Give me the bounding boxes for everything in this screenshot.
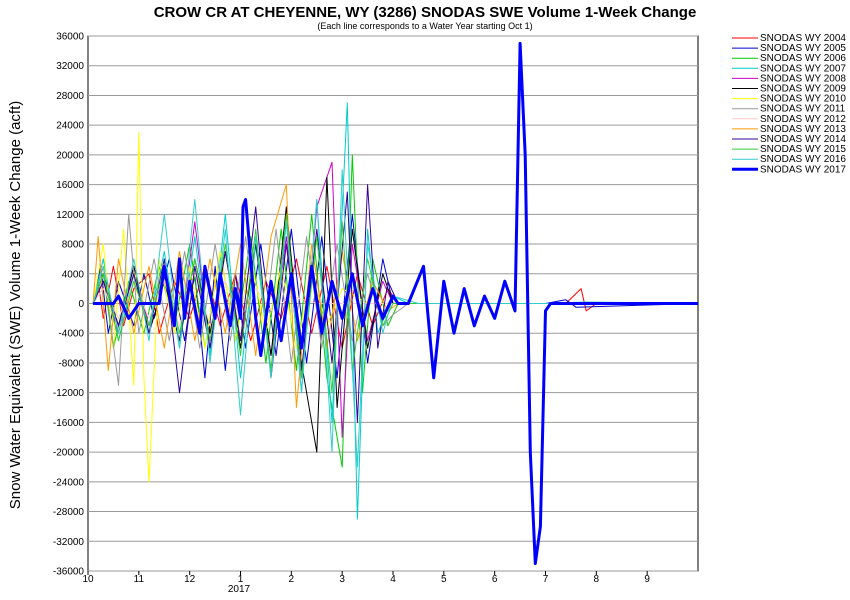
x-tick-label: 3 — [339, 574, 345, 585]
legend-entry: SNODAS WY 2004 — [760, 33, 846, 44]
x-tick-label: 4 — [390, 574, 396, 585]
chart-title: CROW CR AT CHEYENNE, WY (3286) SNODAS SW… — [154, 4, 697, 21]
y-tick-label: -8000 — [58, 358, 84, 369]
x-tick-label: 10 — [82, 574, 94, 585]
y-tick-label: 20000 — [56, 150, 84, 161]
x-tick-label: 1 — [238, 574, 244, 585]
y-tick-label: 24000 — [56, 121, 84, 132]
series-line-11 — [92, 184, 698, 423]
legend-entry: SNODAS WY 2014 — [760, 134, 846, 145]
y-tick-label: -16000 — [53, 418, 85, 429]
x-tick-label: 9 — [644, 574, 650, 585]
legend-entry: SNODAS WY 2015 — [760, 144, 846, 155]
x-tick-label: 2 — [289, 574, 295, 585]
y-tick-label: -4000 — [58, 329, 84, 340]
y-tick-label: -20000 — [53, 448, 85, 459]
chart-subtitle: (Each line corresponds to a Water Year s… — [317, 21, 532, 31]
y-tick-label: 28000 — [56, 91, 84, 102]
legend-entry: SNODAS WY 2009 — [760, 84, 846, 95]
y-tick-label: 12000 — [56, 210, 84, 221]
y-tick-label: -24000 — [53, 477, 85, 488]
legend-entry: SNODAS WY 2010 — [760, 94, 846, 105]
y-tick-label: 36000 — [56, 32, 84, 43]
series-line-10 — [92, 184, 698, 408]
y-tick-label: -36000 — [53, 567, 85, 578]
y-tick-label: 16000 — [56, 180, 84, 191]
y-tick-label: -28000 — [53, 507, 85, 518]
legend-entry: SNODAS WY 2005 — [760, 43, 846, 54]
legend-entry: SNODAS WY 2006 — [760, 53, 846, 64]
y-tick-label: 0 — [78, 299, 84, 310]
legend-entry: SNODAS WY 2007 — [760, 63, 846, 74]
y-tick-label: -12000 — [53, 388, 85, 399]
y-tick-label: -32000 — [53, 537, 85, 548]
legend-entry: SNODAS WY 2016 — [760, 154, 846, 165]
x-tick-label: 11 — [134, 574, 145, 585]
x-axis-ticks: 10 11 12 1 2 3 4 5 6 7 8 9 — [82, 571, 650, 585]
x-tick-label: 12 — [184, 574, 196, 585]
y-tick-label: 32000 — [56, 61, 84, 72]
x-tick-label: 6 — [492, 574, 498, 585]
x-year-label: 2017 — [228, 584, 251, 595]
legend-entry: SNODAS WY 2013 — [760, 124, 846, 135]
legend-entry: SNODAS WY 2012 — [760, 114, 846, 125]
legend-entry: SNODAS WY 2017 — [760, 164, 846, 175]
series-line-14 — [93, 41, 698, 566]
x-tick-label: 5 — [441, 574, 447, 585]
x-tick-label: 7 — [543, 574, 549, 585]
series-group — [92, 41, 698, 566]
y-tick-label: 8000 — [62, 240, 85, 251]
y-axis-ticks: 36000 32000 28000 24000 20000 16000 12000 8000 4… — [53, 32, 85, 578]
y-axis-label: Snow Water Equivalent (SWE) Volume 1-Wee… — [7, 101, 24, 510]
legend-entry: SNODAS WY 2011 — [760, 104, 846, 115]
x-tick-label: 8 — [594, 574, 600, 585]
legend-entry: SNODAS WY 2008 — [760, 73, 846, 84]
y-tick-label: 4000 — [62, 269, 85, 280]
series-line-3 — [92, 154, 698, 468]
